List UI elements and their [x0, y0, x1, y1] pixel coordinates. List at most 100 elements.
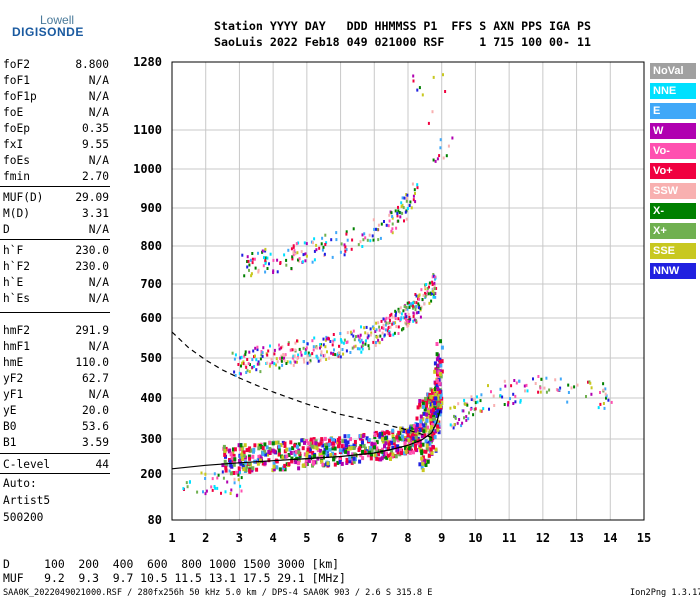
echo-point [372, 218, 375, 222]
echo-point [603, 406, 606, 410]
echo-point [376, 228, 379, 231]
plot-frame [171, 61, 645, 521]
echo-point [354, 344, 357, 348]
echo-point [406, 193, 409, 197]
echo-point [261, 461, 265, 466]
echo-point [417, 297, 419, 301]
echo-point [213, 485, 216, 488]
param-label: D [3, 223, 10, 236]
echo-point [331, 343, 334, 347]
echo-point [371, 325, 374, 329]
echo-point [436, 363, 440, 368]
echo-point [419, 419, 423, 424]
echo-point [286, 360, 289, 364]
echo-point [278, 366, 281, 370]
legend-item-nnw: NNW [650, 263, 696, 279]
echo-point [415, 416, 419, 421]
echo-point [435, 342, 439, 346]
echo-point [363, 450, 367, 455]
param-value: 0.35 [82, 122, 109, 135]
echo-point [375, 328, 378, 332]
echo-point [426, 425, 430, 430]
echo-point [424, 283, 426, 287]
echo-point [280, 359, 283, 363]
echo-point [349, 351, 352, 354]
echo-point [255, 467, 259, 472]
echo-point [525, 383, 528, 387]
param-label: h`F [3, 244, 24, 257]
echo-point [353, 338, 356, 342]
echo-point [436, 427, 440, 432]
echo-point [304, 459, 308, 464]
param-value: 110.0 [75, 356, 109, 369]
echo-point [312, 445, 316, 450]
echo-point [425, 283, 428, 286]
echo-point [339, 332, 342, 335]
echo-point [283, 356, 285, 360]
echo-point [430, 398, 434, 403]
echo-point [405, 193, 408, 197]
echo-point [432, 287, 435, 291]
echo-point [412, 436, 416, 441]
echo-point [493, 404, 496, 407]
y-tick-label: 300 [140, 432, 162, 446]
echo-point [253, 365, 256, 368]
echo-point [375, 440, 379, 445]
echo-point [391, 428, 395, 433]
echo-point [382, 327, 385, 331]
echo-point [276, 440, 280, 445]
echo-point [419, 443, 423, 448]
echo-point [424, 449, 428, 454]
param-label: MUF(D) [3, 191, 44, 204]
echo-point [246, 265, 249, 269]
echo-point [431, 407, 435, 412]
echo-point [419, 307, 422, 311]
echo-point [340, 242, 343, 246]
echo-point [294, 460, 298, 465]
echo-point [262, 346, 265, 350]
echo-point [421, 461, 425, 466]
echo-point [272, 461, 276, 466]
echo-point [240, 355, 243, 359]
echo-point [410, 432, 414, 437]
echo-point [370, 452, 373, 457]
echo-point [499, 394, 502, 398]
echo-point [378, 341, 381, 345]
echo-point [312, 437, 316, 442]
echo-point [434, 429, 437, 434]
echo-point [432, 158, 435, 162]
echo-point [298, 259, 301, 263]
echo-point [344, 249, 347, 253]
echo-point [501, 395, 504, 399]
echo-point [424, 285, 427, 289]
echo-point [385, 316, 388, 320]
echo-point [292, 251, 295, 255]
echo-point [585, 395, 587, 398]
echo-point [290, 247, 293, 251]
echo-point [432, 273, 435, 276]
echo-point [202, 490, 204, 494]
echo-point [479, 409, 482, 413]
echo-point [295, 242, 298, 246]
echo-point [316, 356, 319, 360]
echo-point [458, 418, 461, 421]
echo-point [340, 339, 343, 343]
echo-point [324, 243, 327, 246]
echo-point [418, 423, 422, 428]
echo-point [327, 443, 331, 447]
echo-point [440, 345, 444, 350]
echo-point [243, 274, 246, 278]
echo-point [245, 448, 249, 453]
echo-point [273, 348, 276, 352]
echo-point [251, 257, 254, 261]
echo-point [240, 489, 243, 493]
echo-point [436, 389, 439, 394]
echo-point [239, 443, 243, 448]
echo-point [200, 471, 203, 475]
echo-point [185, 481, 188, 485]
echo-point [256, 461, 260, 466]
echo-point [311, 352, 314, 356]
echo-point [242, 362, 245, 366]
echo-point [294, 341, 297, 345]
echo-point [230, 464, 234, 469]
